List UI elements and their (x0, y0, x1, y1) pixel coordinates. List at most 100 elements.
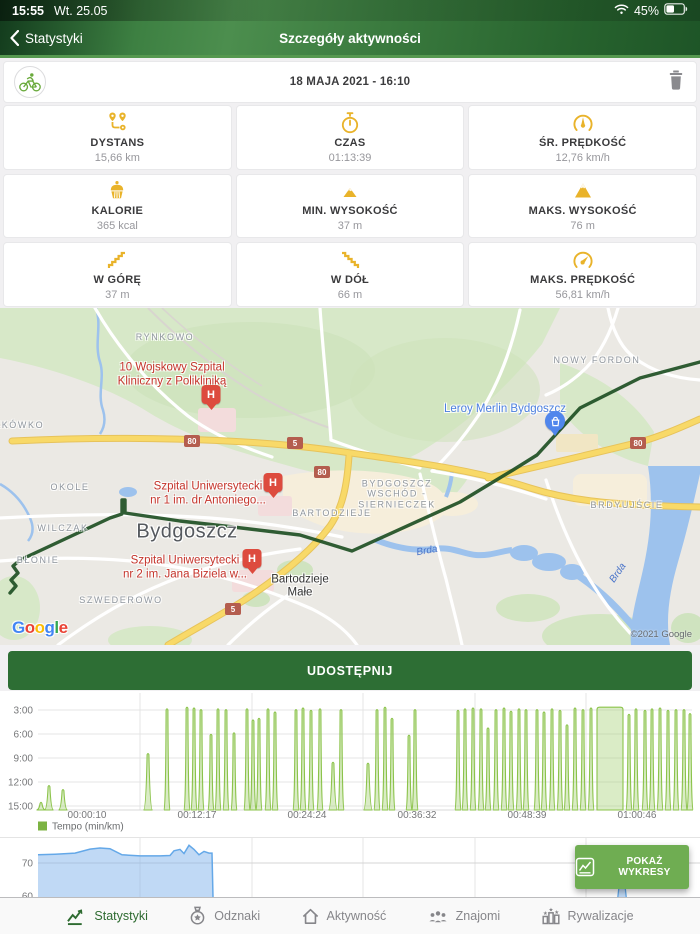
status-time: 15:55 (12, 3, 44, 18)
elevation-chart-svg: 70 60 (22, 838, 700, 898)
svg-text:★: ★ (554, 909, 559, 916)
map-canvas[interactable]: RYNKOWO CZYŻKÓWKO OKOLE WILCZAK BŁONIE SZWEDE… (0, 308, 700, 645)
stat-value: 37 m (337, 220, 363, 233)
tab-label: Statystyki (94, 909, 148, 923)
tempo-chart: 3:00 6:00 9:00 12:00 15:00 00:00:10 00:12:17 00… (0, 691, 700, 837)
page-title: Szczegóły aktywności (279, 30, 421, 46)
map-attribution: ©2021 Google (630, 629, 692, 640)
map-district-label: RYNKOWO (135, 331, 195, 342)
map-base (0, 308, 700, 645)
stat-card-czas: CZAS 01:13:39 (235, 105, 465, 170)
road-badge: 5 (225, 603, 241, 615)
stat-card-maks-wysokość: MAKS. WYSOKOŚĆ 76 m (468, 173, 697, 239)
road-badge: 80 (184, 435, 200, 447)
svg-text:★: ★ (548, 906, 553, 913)
map-district-label: SZWEDEROWO (79, 594, 163, 605)
trash-icon[interactable] (666, 68, 686, 97)
svg-text:12:00: 12:00 (8, 778, 33, 789)
podium-icon: ★ ★ ★ (541, 906, 561, 926)
hospital-marker[interactable]: H (201, 385, 221, 404)
svg-text:60: 60 (22, 892, 34, 898)
home-icon (301, 907, 320, 926)
header: 15:55 Wt. 25.05 45% (0, 0, 700, 58)
map-place-label: Bartodzieje Małe (271, 573, 329, 598)
tab-statystyki[interactable]: Statystyki (66, 907, 148, 926)
svg-text:00:24:24: 00:24:24 (288, 810, 327, 821)
stairs-up-icon (105, 248, 129, 272)
back-label: Statystyki (25, 30, 83, 46)
speedometer-icon (571, 111, 595, 135)
stat-label: ŚR. PRĘDKOŚĆ (538, 136, 627, 149)
stat-value: 37 m (105, 289, 130, 302)
stat-label: MAKS. PRĘDKOŚĆ (530, 274, 636, 287)
road-badge: 80 (314, 466, 330, 478)
tab-bar: Statystyki Odznaki Aktywność Znajomi ★ ★ ★ Rywa… (0, 897, 700, 934)
line-chart-icon (575, 857, 595, 877)
map-district-label: BŁONIE (16, 554, 60, 565)
mountain-large-icon (571, 179, 595, 203)
map-district-label: BRDYUJŚCIE (590, 499, 664, 510)
stat-value: 15,66 km (94, 151, 140, 164)
map-district-label: NOWY FORDON (553, 354, 641, 365)
svg-text:★: ★ (542, 910, 547, 917)
hospital-label: Szpital Uniwersytecki nr 2 im. Jana Bizi… (123, 554, 247, 581)
tab-label: Aktywność (326, 909, 387, 923)
stat-value: 365 kcal (96, 220, 138, 233)
stat-label: KALORIE (91, 205, 144, 218)
stat-card-w-górę: W GÓRĘ 37 m (3, 242, 232, 307)
activity-datetime: 18 MAJA 2021 - 16:10 (289, 76, 411, 88)
map-district-label: OKOLE (50, 481, 90, 492)
major-roads (8, 415, 700, 645)
battery-percent: 45% (633, 3, 659, 18)
route-polyline (8, 360, 700, 595)
hospital-marker[interactable]: H (263, 473, 283, 492)
stat-label: W GÓRĘ (93, 274, 142, 287)
map-district-label: CZYŻKÓWKO (0, 419, 45, 430)
show-charts-label: POKAŻ WYKRESY (618, 856, 671, 878)
stat-label: MIN. WYSOKOŚĆ (302, 205, 398, 218)
share-button[interactable]: UDOSTĘPNIJ (8, 651, 692, 690)
tab-aktywność[interactable]: Aktywność (301, 907, 387, 926)
tab-rywalizacje[interactable]: ★ ★ ★ Rywalizacje (541, 906, 634, 926)
road-badge: 5 (287, 437, 303, 449)
tab-odznaki[interactable]: Odznaki (188, 906, 260, 926)
svg-text:00:36:32: 00:36:32 (398, 810, 437, 821)
show-charts-button[interactable]: POKAŻ WYKRESY (575, 845, 689, 889)
stats-grid: DYSTANS 15,66 km CZAS 01:13:39 ŚR. PRĘDKOŚĆ 1… (0, 105, 700, 307)
status-date: Wt. 25.05 (53, 3, 108, 18)
store-label: Leroy Merlin Bydgoszcz (443, 403, 567, 415)
tempo-chart-svg: 3:00 6:00 9:00 12:00 15:00 00:00:10 00:12:17 00… (8, 693, 694, 833)
store-marker[interactable] (545, 411, 565, 431)
tab-znajomi[interactable]: Znajomi (427, 907, 500, 925)
stat-label: DYSTANS (90, 136, 145, 149)
cupcake-icon (105, 179, 129, 203)
hospital-marker[interactable]: H (242, 549, 262, 568)
google-logo: Google (12, 618, 68, 637)
svg-text:00:00:10: 00:00:10 (68, 810, 107, 821)
svg-text:9:00: 9:00 (14, 754, 34, 765)
route-pins-icon (105, 111, 129, 135)
hospital-label: Szpital Uniwersytecki nr 1 im. dr Antoni… (150, 480, 266, 507)
back-button[interactable]: Statystyki (0, 30, 93, 46)
stat-card-w-dół: W DÓŁ 66 m (235, 242, 465, 307)
map-district-label: WILCZAK (37, 522, 89, 533)
tab-label: Znajomi (455, 909, 501, 923)
people-icon (427, 907, 449, 925)
stats-tab-icon (66, 907, 87, 926)
battery-icon (664, 3, 688, 18)
badge-icon (188, 906, 207, 926)
svg-text:Tempo (min/km): Tempo (min/km) (52, 822, 124, 833)
stat-card-dystans: DYSTANS 15,66 km (3, 105, 232, 170)
tab-label: Odznaki (214, 909, 261, 923)
nav-bar: Statystyki Szczegóły aktywności (0, 21, 700, 55)
stat-label: W DÓŁ (330, 274, 370, 287)
stat-value: 01:13:39 (328, 151, 372, 164)
map-city-label: Bydgoszcz (136, 520, 238, 543)
stat-card-maks-prędkość: MAKS. PRĘDKOŚĆ 56,81 km/h (468, 242, 697, 307)
stat-value: 56,81 km/h (555, 289, 610, 302)
map-district-label: BYDGOSZCZ WSCHÓD - SIERNIECZEK (358, 478, 436, 510)
stopwatch-icon (338, 111, 362, 135)
stat-value: 76 m (570, 220, 595, 233)
svg-text:01:00:46: 01:00:46 (618, 810, 657, 821)
